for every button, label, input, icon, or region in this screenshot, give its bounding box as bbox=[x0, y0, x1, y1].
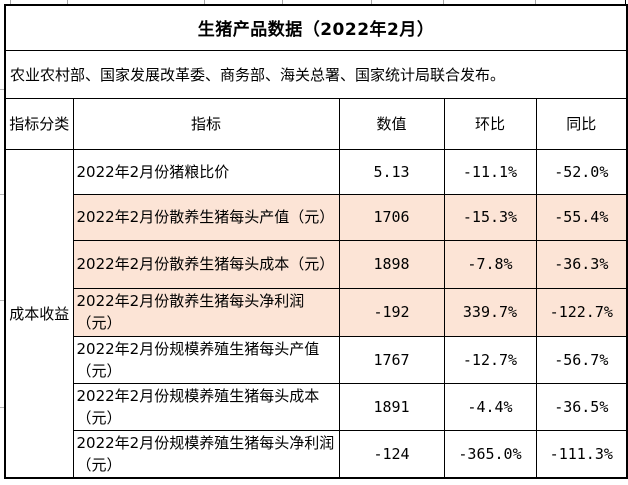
sheet-gridline-tick bbox=[67, 0, 68, 4]
sheet-gridline-tick bbox=[204, 0, 205, 4]
sheet-gridline-tick bbox=[371, 0, 372, 4]
mom-cell: -7.8% bbox=[443, 239, 537, 289]
column-header-category: 指标分类 bbox=[4, 97, 74, 150]
header-row: 指标分类 指标 数值 环比 同比 bbox=[4, 97, 628, 150]
indicator-cell: 2022年2月份散养生猪每头产值（元） bbox=[72, 193, 340, 241]
mom-cell: -365.0% bbox=[443, 429, 537, 478]
column-header-indicator: 指标 bbox=[72, 97, 340, 150]
sheet-gridline-tick bbox=[625, 0, 626, 4]
mom-cell: 339.7% bbox=[443, 287, 537, 337]
column-header-yoy: 同比 bbox=[535, 97, 628, 150]
mom-cell: -4.4% bbox=[443, 382, 537, 431]
value-cell: -192 bbox=[338, 287, 445, 337]
yoy-cell: -52.0% bbox=[535, 148, 628, 195]
source-row: 农业农村部、国家发展改革委、商务部、海关总署、国家统计局联合发布。 bbox=[4, 49, 628, 99]
table-row: 成本收益 2022年2月份猪粮比价 5.13 -11.1% -52.0% bbox=[4, 148, 628, 478]
sheet-gridline-tick bbox=[443, 0, 444, 4]
table-row: 2022年2月份规模养殖生猪每头净利润（元） -124 -365.0% -111… bbox=[5, 429, 628, 478]
table-row: 2022年2月份散养生猪每头成本（元） 1898 -7.8% -36.3% bbox=[5, 239, 628, 289]
yoy-cell: -122.7% bbox=[535, 287, 628, 337]
indicator-cell: 2022年2月份规模养殖生猪每头产值（元） bbox=[72, 335, 340, 384]
indicator-cell: 2022年2月份猪粮比价 bbox=[72, 148, 340, 195]
sheet-gridline-tick bbox=[0, 300, 4, 301]
indicator-cell: 2022年2月份散养生猪每头净利润（元） bbox=[72, 287, 340, 337]
title-row: 生猪产品数据（2022年2月） bbox=[4, 4, 628, 51]
mom-cell: -15.3% bbox=[443, 193, 537, 241]
sheet-gridline-tick bbox=[0, 407, 4, 408]
indicator-cell: 2022年2月份规模养殖生猪每头净利润（元） bbox=[72, 429, 340, 478]
value-cell: 1767 bbox=[338, 335, 445, 384]
category-cell: 成本收益 bbox=[4, 148, 74, 478]
data-table: 生猪产品数据（2022年2月） 农业农村部、国家发展改革委、商务部、海关总署、国… bbox=[4, 4, 628, 479]
value-cell: 1898 bbox=[338, 239, 445, 289]
table-row: 2022年2月份散养生猪每头产值（元） 1706 -15.3% -55.4% bbox=[5, 193, 628, 241]
column-header-value: 数值 bbox=[338, 97, 445, 150]
yoy-cell: -36.3% bbox=[535, 239, 628, 289]
table-row: 2022年2月份规模养殖生猪每头产值（元） 1767 -12.7% -56.7% bbox=[5, 335, 628, 384]
sheet-gridline-tick bbox=[282, 0, 283, 4]
indicator-cell: 2022年2月份规模养殖生猪每头成本（元） bbox=[72, 382, 340, 431]
page-title: 生猪产品数据（2022年2月） bbox=[4, 4, 628, 51]
sheet-gridline-tick bbox=[535, 0, 536, 4]
yoy-cell: -56.7% bbox=[535, 335, 628, 384]
yoy-cell: -55.4% bbox=[535, 193, 628, 241]
value-cell: 1891 bbox=[338, 382, 445, 431]
sheet-gridline-tick bbox=[10, 0, 11, 4]
value-cell: -124 bbox=[338, 429, 445, 478]
yoy-cell: -111.3% bbox=[535, 429, 628, 478]
table-row: 2022年2月份散养生猪每头净利润（元） -192 339.7% -122.7% bbox=[5, 287, 628, 337]
yoy-cell: -36.5% bbox=[535, 382, 628, 431]
column-header-mom: 环比 bbox=[443, 97, 537, 150]
sheet-gridline-tick bbox=[0, 89, 4, 90]
table-row: 2022年2月份规模养殖生猪每头成本（元） 1891 -4.4% -36.5% bbox=[5, 382, 628, 431]
sheet-gridline-tick bbox=[0, 194, 4, 195]
mom-cell: -12.7% bbox=[443, 335, 537, 384]
indicator-cell: 2022年2月份散养生猪每头成本（元） bbox=[72, 239, 340, 289]
source-note: 农业农村部、国家发展改革委、商务部、海关总署、国家统计局联合发布。 bbox=[4, 49, 628, 99]
value-cell: 1706 bbox=[338, 193, 445, 241]
mom-cell: -11.1% bbox=[443, 148, 537, 195]
value-cell: 5.13 bbox=[338, 148, 445, 195]
